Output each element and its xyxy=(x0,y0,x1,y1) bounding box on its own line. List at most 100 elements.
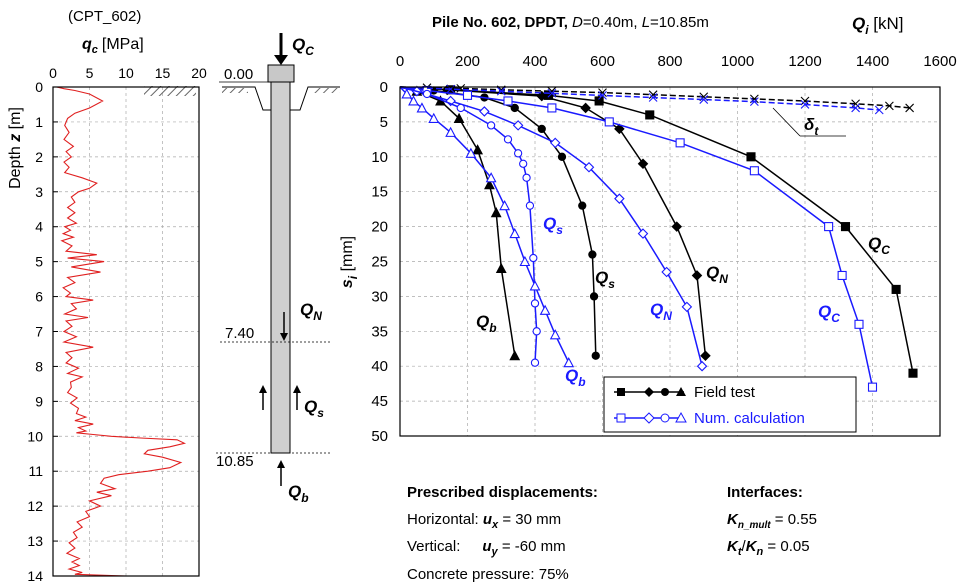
label-field-qn: QN xyxy=(706,263,728,286)
series-field-qb xyxy=(399,85,521,361)
point-num-deltat xyxy=(800,100,810,109)
cpt-x-tick-label: 5 xyxy=(86,65,94,81)
main-x-tick-label: 400 xyxy=(522,53,547,70)
point-num-qn xyxy=(614,193,625,204)
cpt-y-tick-label: 6 xyxy=(35,289,43,305)
point-field-deltat xyxy=(851,99,861,109)
notes: Prescribed displacements: Horizontal: ux… xyxy=(407,484,817,583)
point-field-qs xyxy=(589,292,599,301)
cpt-series xyxy=(56,86,187,577)
series-num-deltat xyxy=(399,84,884,115)
delta-leader xyxy=(772,107,801,137)
point-num-qc xyxy=(854,319,864,329)
point-field-qc xyxy=(908,368,918,378)
label-num-qs: Qs xyxy=(543,214,563,237)
load-settlement-chart: Pile No. 602, DPDT, D=0.40m, L=10.85m Qi… xyxy=(339,14,957,445)
point-field-qc xyxy=(645,110,655,120)
legend-marker-circle xyxy=(661,388,669,396)
main-y-tick-label: 25 xyxy=(371,254,388,271)
interfaces-kmult: Kn_mult = 0.55 xyxy=(727,511,817,531)
point-field-qb xyxy=(490,206,502,218)
point-field-qs xyxy=(588,250,597,259)
point-num-qs xyxy=(422,89,432,99)
main-y-axis-label: si [mm] xyxy=(339,236,360,288)
label-num-qc: QC xyxy=(818,302,840,325)
main-y-tick-label: 50 xyxy=(371,428,388,445)
base-arrowhead xyxy=(277,460,285,468)
point-num-qb xyxy=(401,88,413,99)
point-num-qb xyxy=(519,255,531,267)
pile-diagram: 0.00 QC QN 7.40 Qs 10.85 Qb xyxy=(216,33,340,505)
cpt-y-tick-label: 1 xyxy=(35,114,43,130)
main-x-ticks: 0 200 400 600 800 1000 1200 1400 1600 xyxy=(396,53,957,70)
main-y-tick-label: 5 xyxy=(380,114,388,131)
point-field-qc xyxy=(594,96,604,106)
main-y-tick-label: 20 xyxy=(371,219,388,236)
point-field-qs xyxy=(510,103,519,113)
label-delta-t: δt xyxy=(804,115,819,138)
point-num-qn xyxy=(549,137,561,149)
legend-marker-diamond xyxy=(644,387,654,397)
cpt-title: (CPT_602) xyxy=(68,8,141,25)
cpt-y-tick-label: 12 xyxy=(27,498,43,514)
legend-label-field: Field test xyxy=(694,384,756,401)
prescribed-vertical: Vertical: uy = -60 mm xyxy=(407,538,566,558)
cpt-y-tick-label: 14 xyxy=(27,568,43,584)
cpt-y-tick-label: 2 xyxy=(35,149,43,165)
pile-cap xyxy=(267,64,295,83)
point-num-qs xyxy=(513,149,523,158)
point-field-qs xyxy=(578,201,587,210)
point-num-qb xyxy=(408,95,419,106)
point-field-qb xyxy=(472,144,484,155)
pile-toe-level: 10.85 xyxy=(216,453,254,470)
legend: Field test Num. calculation xyxy=(603,376,857,433)
main-y-tick-label: 15 xyxy=(371,184,388,201)
point-num-qb xyxy=(499,199,511,211)
shaft-arrowhead-left xyxy=(259,385,267,393)
main-y-tick-label: 40 xyxy=(371,358,388,375)
series-line-field-qs xyxy=(399,86,597,356)
neutral-arrowhead xyxy=(280,333,288,341)
cpt-x-tick-label: 15 xyxy=(155,65,171,81)
main-x-axis-label: Qi [kN] xyxy=(852,14,904,37)
point-field-qn xyxy=(691,270,703,281)
shaft-arrowhead-right xyxy=(293,385,301,393)
point-num-qc xyxy=(675,138,685,148)
point-num-qc xyxy=(749,166,759,176)
cpt-y-tick-label: 9 xyxy=(35,393,43,409)
point-num-deltat xyxy=(749,97,759,107)
prescribed-heading: Prescribed displacements: xyxy=(407,484,598,501)
point-num-qn xyxy=(637,228,649,239)
point-num-qs xyxy=(529,253,538,263)
point-num-qb xyxy=(509,227,521,239)
point-field-qs xyxy=(557,152,567,161)
concrete-pressure: Concrete pressure: 75% xyxy=(407,566,569,583)
cpt-x-tick-label: 0 xyxy=(49,65,57,81)
point-num-deltat xyxy=(699,95,709,104)
cpt-x-ticks: 0 5 10 15 20 xyxy=(49,65,207,81)
point-num-qn xyxy=(661,266,672,278)
main-x-tick-label: 1000 xyxy=(721,53,754,70)
point-field-deltat xyxy=(800,96,810,106)
cpt-grid xyxy=(52,86,200,577)
cpt-x-tick-label: 20 xyxy=(191,65,207,81)
series-num-qs xyxy=(399,86,541,367)
point-num-qn xyxy=(583,161,595,173)
interfaces-heading: Interfaces: xyxy=(727,484,803,501)
point-num-qc xyxy=(462,90,473,100)
point-num-qb xyxy=(445,126,457,137)
main-y-tick-label: 45 xyxy=(371,393,388,410)
point-num-qn xyxy=(479,106,490,117)
cpt-xlabel: qc [MPa] xyxy=(82,36,144,56)
legend-marker-triangle xyxy=(676,387,686,396)
point-field-qb xyxy=(453,112,465,123)
legend-marker-diamond-open xyxy=(643,412,655,424)
pile-label-qn: QN xyxy=(300,300,322,323)
point-num-qc xyxy=(604,117,614,127)
main-x-tick-label: 1400 xyxy=(856,53,889,70)
series-line-field-qb xyxy=(399,86,516,356)
point-field-qs xyxy=(591,351,600,360)
cpt-frame xyxy=(52,86,200,577)
main-x-tick-label: 200 xyxy=(455,53,480,70)
